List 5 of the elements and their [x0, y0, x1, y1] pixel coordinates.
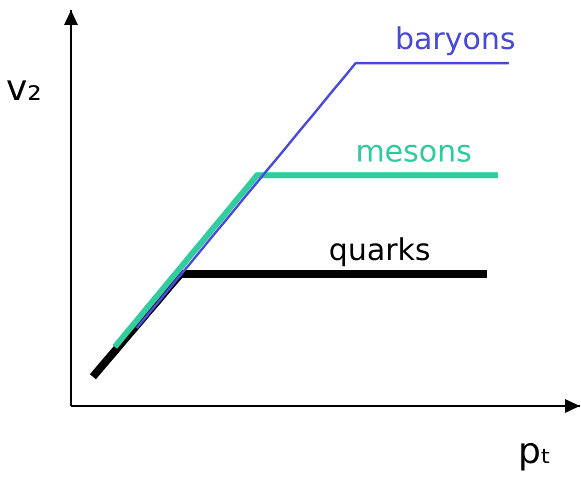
series-label: mesons — [355, 134, 472, 170]
y-axis-title: v₂ — [6, 68, 42, 109]
series-label: quarks — [328, 233, 431, 268]
x-axis-title: pₜ — [518, 431, 552, 472]
series-label: baryons — [394, 22, 516, 58]
